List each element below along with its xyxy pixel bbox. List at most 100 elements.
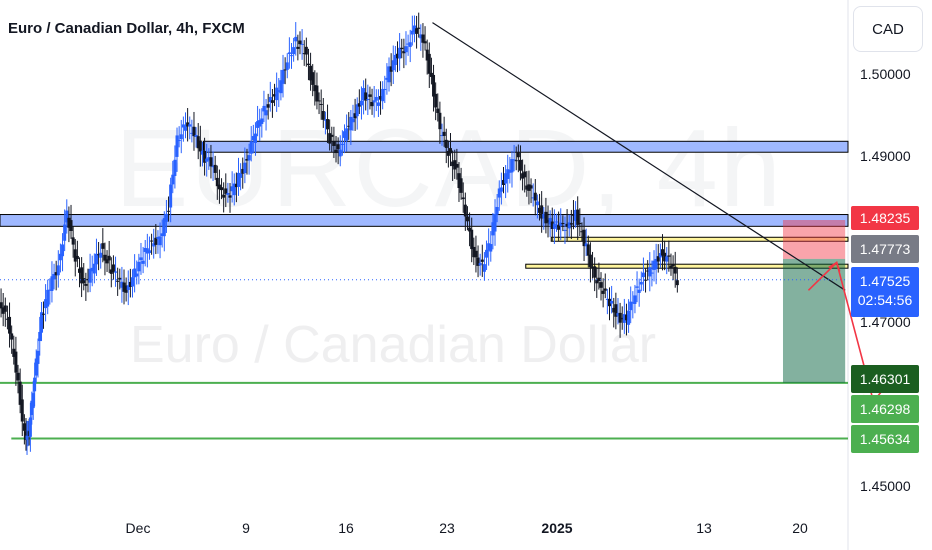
candle-body [669,265,673,269]
candle-body [275,87,279,101]
candle-body [637,289,641,293]
candle-body [423,41,427,44]
x-tick-label: 23 [439,520,455,536]
candle-body [419,34,423,39]
x-tick-label: 2025 [541,520,573,536]
candle-body [612,307,616,313]
candle-body [533,192,537,201]
candle-body [597,277,601,282]
candle-body [389,66,393,72]
candle-body [332,141,336,146]
candle-body [497,188,501,198]
candle-body [654,258,658,270]
candle-body [217,184,221,190]
candle-body [258,119,262,127]
candle-body [675,280,679,286]
candle-body [315,85,319,102]
candle-body [5,318,9,320]
candle-body [10,333,14,340]
candle-body [487,243,491,251]
candle-body [38,331,42,342]
currency-button[interactable]: CAD [853,6,923,52]
candle-body [188,124,192,127]
candle-body [510,159,514,173]
candle-body [124,285,128,293]
candle-body [514,160,518,162]
candle-body [54,272,58,276]
candle-body [648,267,652,277]
candle-body [162,218,166,237]
candle-body [535,201,539,206]
x-tick-label: 16 [338,520,354,536]
target-level-label: 1.46298 [851,395,919,423]
candle-body [542,213,546,219]
candle-body [28,417,32,437]
candle-body [266,104,270,108]
candle-body [281,69,285,84]
candle-body [287,52,291,54]
candle-body [538,207,542,213]
candle-body [156,236,160,239]
candle-body [629,301,633,311]
candle-body [46,289,50,307]
candle-body [239,173,243,178]
candle-body [226,193,230,195]
take-profit-zone [782,258,846,383]
candle-body [224,188,228,194]
candle-body [406,43,410,45]
candle-body [353,113,357,119]
candle-body [357,103,361,107]
candle-body [459,178,463,193]
candle-body [578,222,582,225]
candle-body [540,205,544,219]
candle-body [317,100,321,102]
candle-body [591,266,595,268]
candle-body [270,100,274,103]
candle-body [451,161,455,167]
candle-body [175,135,179,157]
candle-body [228,195,232,198]
candle-body [306,63,310,66]
candle-body [340,143,344,145]
candle-body [69,220,73,231]
candle-body [415,28,419,34]
candle-body [209,157,213,167]
candle-body [160,233,164,237]
candle-body [194,134,198,138]
candle-body [200,150,204,155]
candle-body [8,316,12,334]
last-price-label: 1.47525 02:54:56 [851,267,919,317]
candle-body [620,317,624,320]
candle-body [171,174,175,185]
candle-body [298,40,302,45]
candle-body [336,144,340,150]
candle-body [489,244,493,252]
candle-body [184,125,187,131]
candle-body [525,185,529,190]
candle-body [410,30,414,35]
candle-body [616,313,620,316]
descending-trendline [432,22,846,291]
candle-body [36,350,40,364]
candle-body [391,60,395,71]
candle-body [241,168,245,174]
candle-body [245,158,249,161]
candle-body [561,223,565,225]
candle-body [446,150,450,156]
candle-body [491,222,495,236]
resistance-zone [525,263,849,269]
candle-body [408,42,412,47]
candle-body [150,240,154,242]
candle-body [351,118,355,123]
candle-body [52,273,56,280]
candle-body [16,372,20,381]
candle-body [550,221,554,229]
name-watermark: Euro / Canadian Dollar [130,316,657,374]
stop-price-label: 1.48235 [851,206,919,230]
candle-body [442,131,446,136]
candle-body [99,252,103,258]
candle-body [402,51,406,54]
candle-body [652,260,656,270]
candle-body [650,272,654,274]
